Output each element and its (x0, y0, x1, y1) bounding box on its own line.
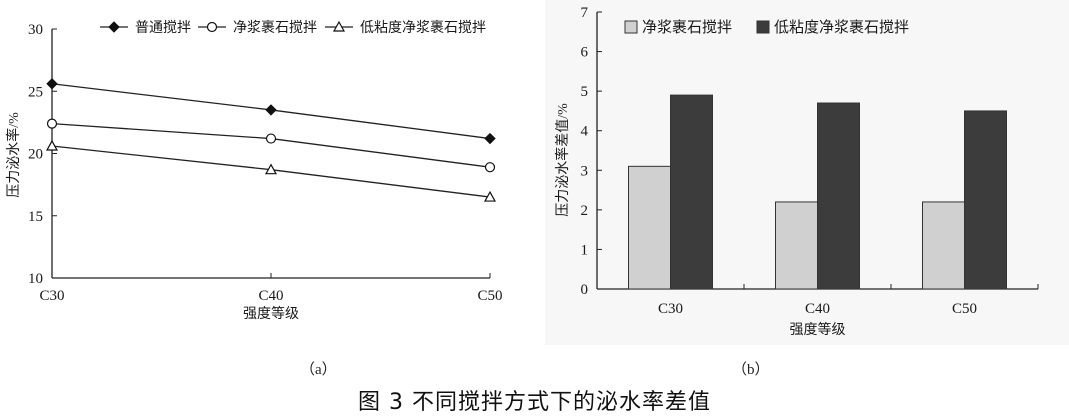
figure-caption: 图 3 不同搅拌方式下的泌水率差值 (358, 390, 711, 415)
y-tick-label: 1 (581, 242, 589, 258)
x-tick-label: C50 (952, 301, 977, 317)
diamond-marker-icon (265, 104, 277, 116)
legend-swatch (624, 20, 638, 34)
y-tick-label: 15 (28, 209, 43, 225)
triangle-marker-icon (45, 139, 59, 151)
bar (775, 201, 818, 290)
panel-b-label: （b） (732, 362, 770, 378)
y-axis-title: 压力泌水率差值/% (554, 103, 571, 217)
bar (817, 102, 860, 290)
y-tick-label: 5 (581, 84, 589, 100)
triangle-marker-icon (264, 163, 278, 175)
legend: 净浆裹石搅拌 低粘度净浆裹石搅拌 (624, 18, 909, 36)
legend-label: 净浆裹石搅拌 (642, 18, 732, 36)
bar (628, 165, 671, 290)
x-tick-label: C30 (658, 301, 683, 317)
bar-chart-b: 0 1 2 3 4 5 6 7 C30 C40 C50 强度等级 压力泌水率差值/% 净浆裹石搅拌 低粘度净… (554, 5, 1039, 338)
legend-label: 净浆裹石搅拌 (233, 20, 317, 36)
line-chart-panel-a: 10 15 20 25 30 C30 C40 C50 强度等级 压力泌水率/% 普通搅拌 净浆裹石搅拌… (0, 0, 530, 360)
y-tick-label: 25 (28, 84, 43, 100)
x-tick-label: C40 (258, 288, 283, 304)
legend-label: 普通搅拌 (135, 20, 191, 36)
series-1 (46, 118, 496, 173)
line-chart-a: 10 15 20 25 30 C30 C40 C50 强度等级 压力泌水率/% 普通搅拌 净浆裹石搅拌… (5, 20, 503, 322)
y-tick-label: 0 (581, 282, 589, 298)
y-tick-label: 30 (28, 22, 43, 38)
legend-label: 低粘度净浆裹石搅拌 (360, 20, 486, 36)
y-tick-label: 10 (28, 271, 43, 287)
y-tick-label: 4 (581, 124, 589, 140)
circle-marker-icon (484, 162, 496, 173)
x-axis-title: 强度等级 (790, 321, 846, 338)
triangle-marker-icon (332, 20, 346, 32)
diamond-marker-icon (108, 21, 120, 33)
y-tick-label: 6 (581, 45, 589, 61)
series-2 (45, 139, 497, 202)
circle-marker-icon (265, 133, 277, 144)
series-0 (46, 78, 496, 145)
y-tick-label: 7 (581, 5, 589, 21)
y-axis-title: 压力泌水率/% (5, 112, 22, 198)
diamond-marker-icon (46, 78, 58, 90)
legend-swatch (756, 20, 770, 34)
bar (964, 110, 1007, 290)
x-axis-title: 强度等级 (243, 305, 299, 322)
bar-chart-panel-b: 0 1 2 3 4 5 6 7 C30 C40 C50 强度等级 压力泌水率差值/% 净浆裹石搅拌 低粘度净… (545, 0, 1069, 345)
legend-label: 低粘度净浆裹石搅拌 (774, 18, 909, 36)
y-tick-label: 3 (581, 163, 589, 179)
x-tick-label: C50 (477, 288, 502, 304)
y-tick-label: 20 (28, 147, 43, 163)
diamond-marker-icon (484, 132, 496, 145)
x-tick-label: C40 (805, 301, 830, 317)
circle-marker-icon (46, 118, 58, 129)
bar (670, 94, 713, 290)
panel-a-label: （a） (300, 362, 337, 378)
bar (922, 201, 965, 290)
circle-marker-icon (206, 21, 218, 33)
triangle-marker-icon (483, 190, 497, 202)
x-tick-label: C30 (39, 288, 64, 304)
y-tick-label: 2 (581, 203, 589, 219)
legend: 普通搅拌 净浆裹石搅拌 低粘度净浆裹石搅拌 (100, 20, 486, 36)
